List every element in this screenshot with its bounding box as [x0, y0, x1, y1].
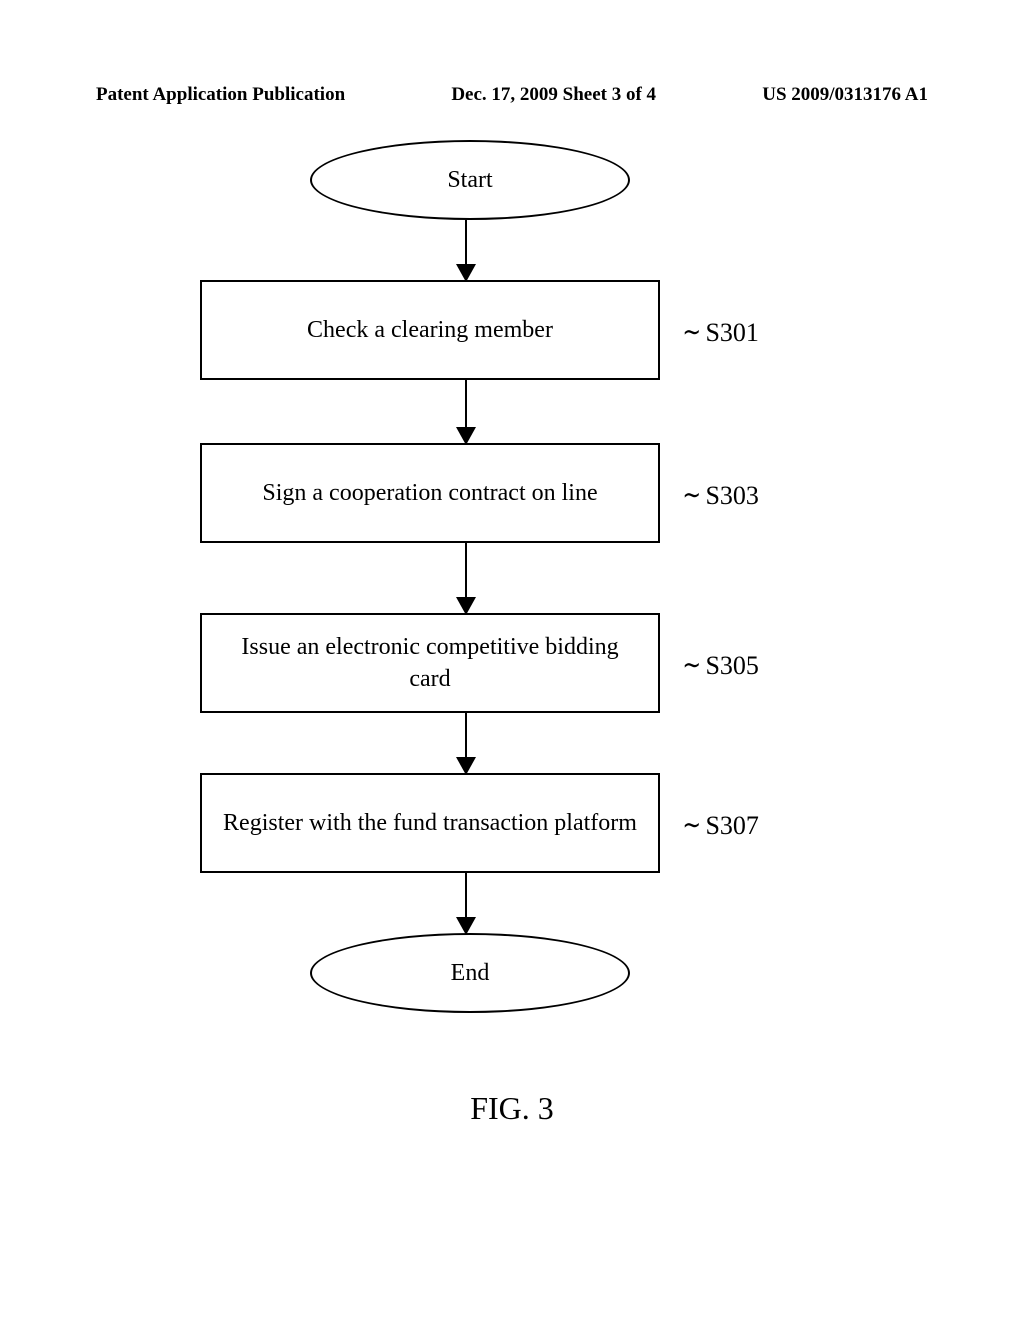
ref-s305: ∼S305 — [680, 648, 759, 682]
arrow-5 — [465, 873, 467, 933]
process-label: Register with the fund transaction platf… — [223, 807, 637, 839]
ref-text: S305 — [705, 651, 758, 680]
tilde-icon: ∼ — [682, 315, 701, 349]
process-s303: Sign a cooperation contract on line — [200, 443, 660, 543]
ref-s301: ∼S301 — [680, 315, 759, 349]
process-label: Sign a cooperation contract on line — [262, 477, 597, 509]
ref-s303: ∼S303 — [680, 478, 759, 512]
caption-text: FIG. 3 — [470, 1090, 554, 1126]
end-label: End — [451, 960, 490, 987]
patent-page: Patent Application Publication Dec. 17, … — [0, 0, 1024, 1320]
ref-text: S307 — [705, 811, 758, 840]
start-node: Start — [310, 140, 630, 220]
process-label: Issue an electronic competitive bidding … — [222, 631, 638, 696]
arrow-4 — [465, 713, 467, 773]
process-s301: Check a clearing member — [200, 280, 660, 380]
arrow-1 — [465, 220, 467, 280]
start-label: Start — [447, 167, 492, 194]
arrow-3 — [465, 543, 467, 613]
header-left: Patent Application Publication — [96, 84, 345, 106]
process-label: Check a clearing member — [307, 314, 553, 346]
process-s305: Issue an electronic competitive bidding … — [200, 613, 660, 713]
tilde-icon: ∼ — [682, 808, 701, 842]
tilde-icon: ∼ — [682, 648, 701, 682]
end-node: End — [310, 933, 630, 1013]
ref-text: S303 — [705, 481, 758, 510]
header-center: Dec. 17, 2009 Sheet 3 of 4 — [451, 84, 656, 106]
arrow-2 — [465, 380, 467, 443]
page-header: Patent Application Publication Dec. 17, … — [96, 84, 928, 106]
ref-text: S301 — [705, 318, 758, 347]
header-right: US 2009/0313176 A1 — [762, 84, 928, 106]
figure-caption: FIG. 3 — [0, 1090, 1024, 1127]
process-s307: Register with the fund transaction platf… — [200, 773, 660, 873]
tilde-icon: ∼ — [682, 478, 701, 512]
ref-s307: ∼S307 — [680, 808, 759, 842]
